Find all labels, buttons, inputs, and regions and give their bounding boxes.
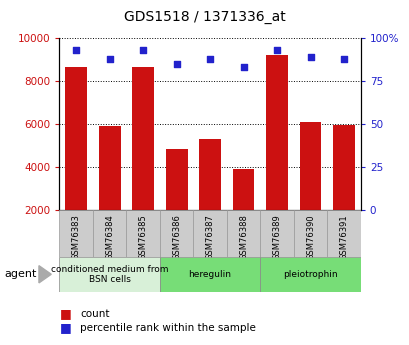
- Text: GSM76387: GSM76387: [205, 214, 214, 260]
- Bar: [265, 55, 287, 210]
- Bar: [160, 210, 193, 257]
- Point: [240, 65, 246, 70]
- Bar: [326, 210, 360, 257]
- Text: GSM76388: GSM76388: [238, 214, 247, 260]
- Bar: [260, 210, 293, 257]
- Bar: [232, 169, 254, 210]
- Text: GSM76390: GSM76390: [306, 214, 314, 260]
- Bar: [93, 210, 126, 257]
- Bar: [193, 210, 226, 257]
- Bar: [226, 210, 260, 257]
- Bar: [126, 210, 160, 257]
- Text: count: count: [80, 309, 109, 319]
- Text: percentile rank within the sample: percentile rank within the sample: [80, 323, 255, 333]
- Point: [73, 47, 79, 53]
- Bar: [59, 257, 160, 292]
- Text: conditioned medium from
BSN cells: conditioned medium from BSN cells: [51, 265, 168, 284]
- Point: [173, 61, 180, 67]
- Text: GSM76391: GSM76391: [339, 214, 348, 260]
- Point: [139, 47, 146, 53]
- Bar: [333, 125, 354, 210]
- Polygon shape: [39, 266, 51, 283]
- Text: GSM76383: GSM76383: [72, 214, 81, 260]
- Text: GSM76389: GSM76389: [272, 214, 281, 260]
- Bar: [293, 210, 326, 257]
- Point: [207, 56, 213, 61]
- Bar: [165, 149, 187, 210]
- Text: GSM76386: GSM76386: [172, 214, 181, 260]
- Bar: [65, 67, 87, 210]
- Text: pleiotrophin: pleiotrophin: [283, 270, 337, 279]
- Point: [307, 54, 313, 60]
- Text: heregulin: heregulin: [188, 270, 231, 279]
- Point: [340, 56, 346, 61]
- Text: GSM76384: GSM76384: [105, 214, 114, 260]
- Point: [273, 47, 280, 53]
- Bar: [299, 122, 321, 210]
- Text: ■: ■: [59, 321, 71, 334]
- Point: [106, 56, 113, 61]
- Text: agent: agent: [4, 269, 36, 279]
- Bar: [99, 126, 120, 210]
- Text: GSM76385: GSM76385: [138, 214, 147, 260]
- Bar: [59, 210, 93, 257]
- Bar: [260, 257, 360, 292]
- Text: ■: ■: [59, 307, 71, 321]
- Bar: [199, 139, 220, 210]
- Text: GDS1518 / 1371336_at: GDS1518 / 1371336_at: [124, 10, 285, 24]
- Bar: [132, 67, 154, 210]
- Bar: [160, 257, 260, 292]
